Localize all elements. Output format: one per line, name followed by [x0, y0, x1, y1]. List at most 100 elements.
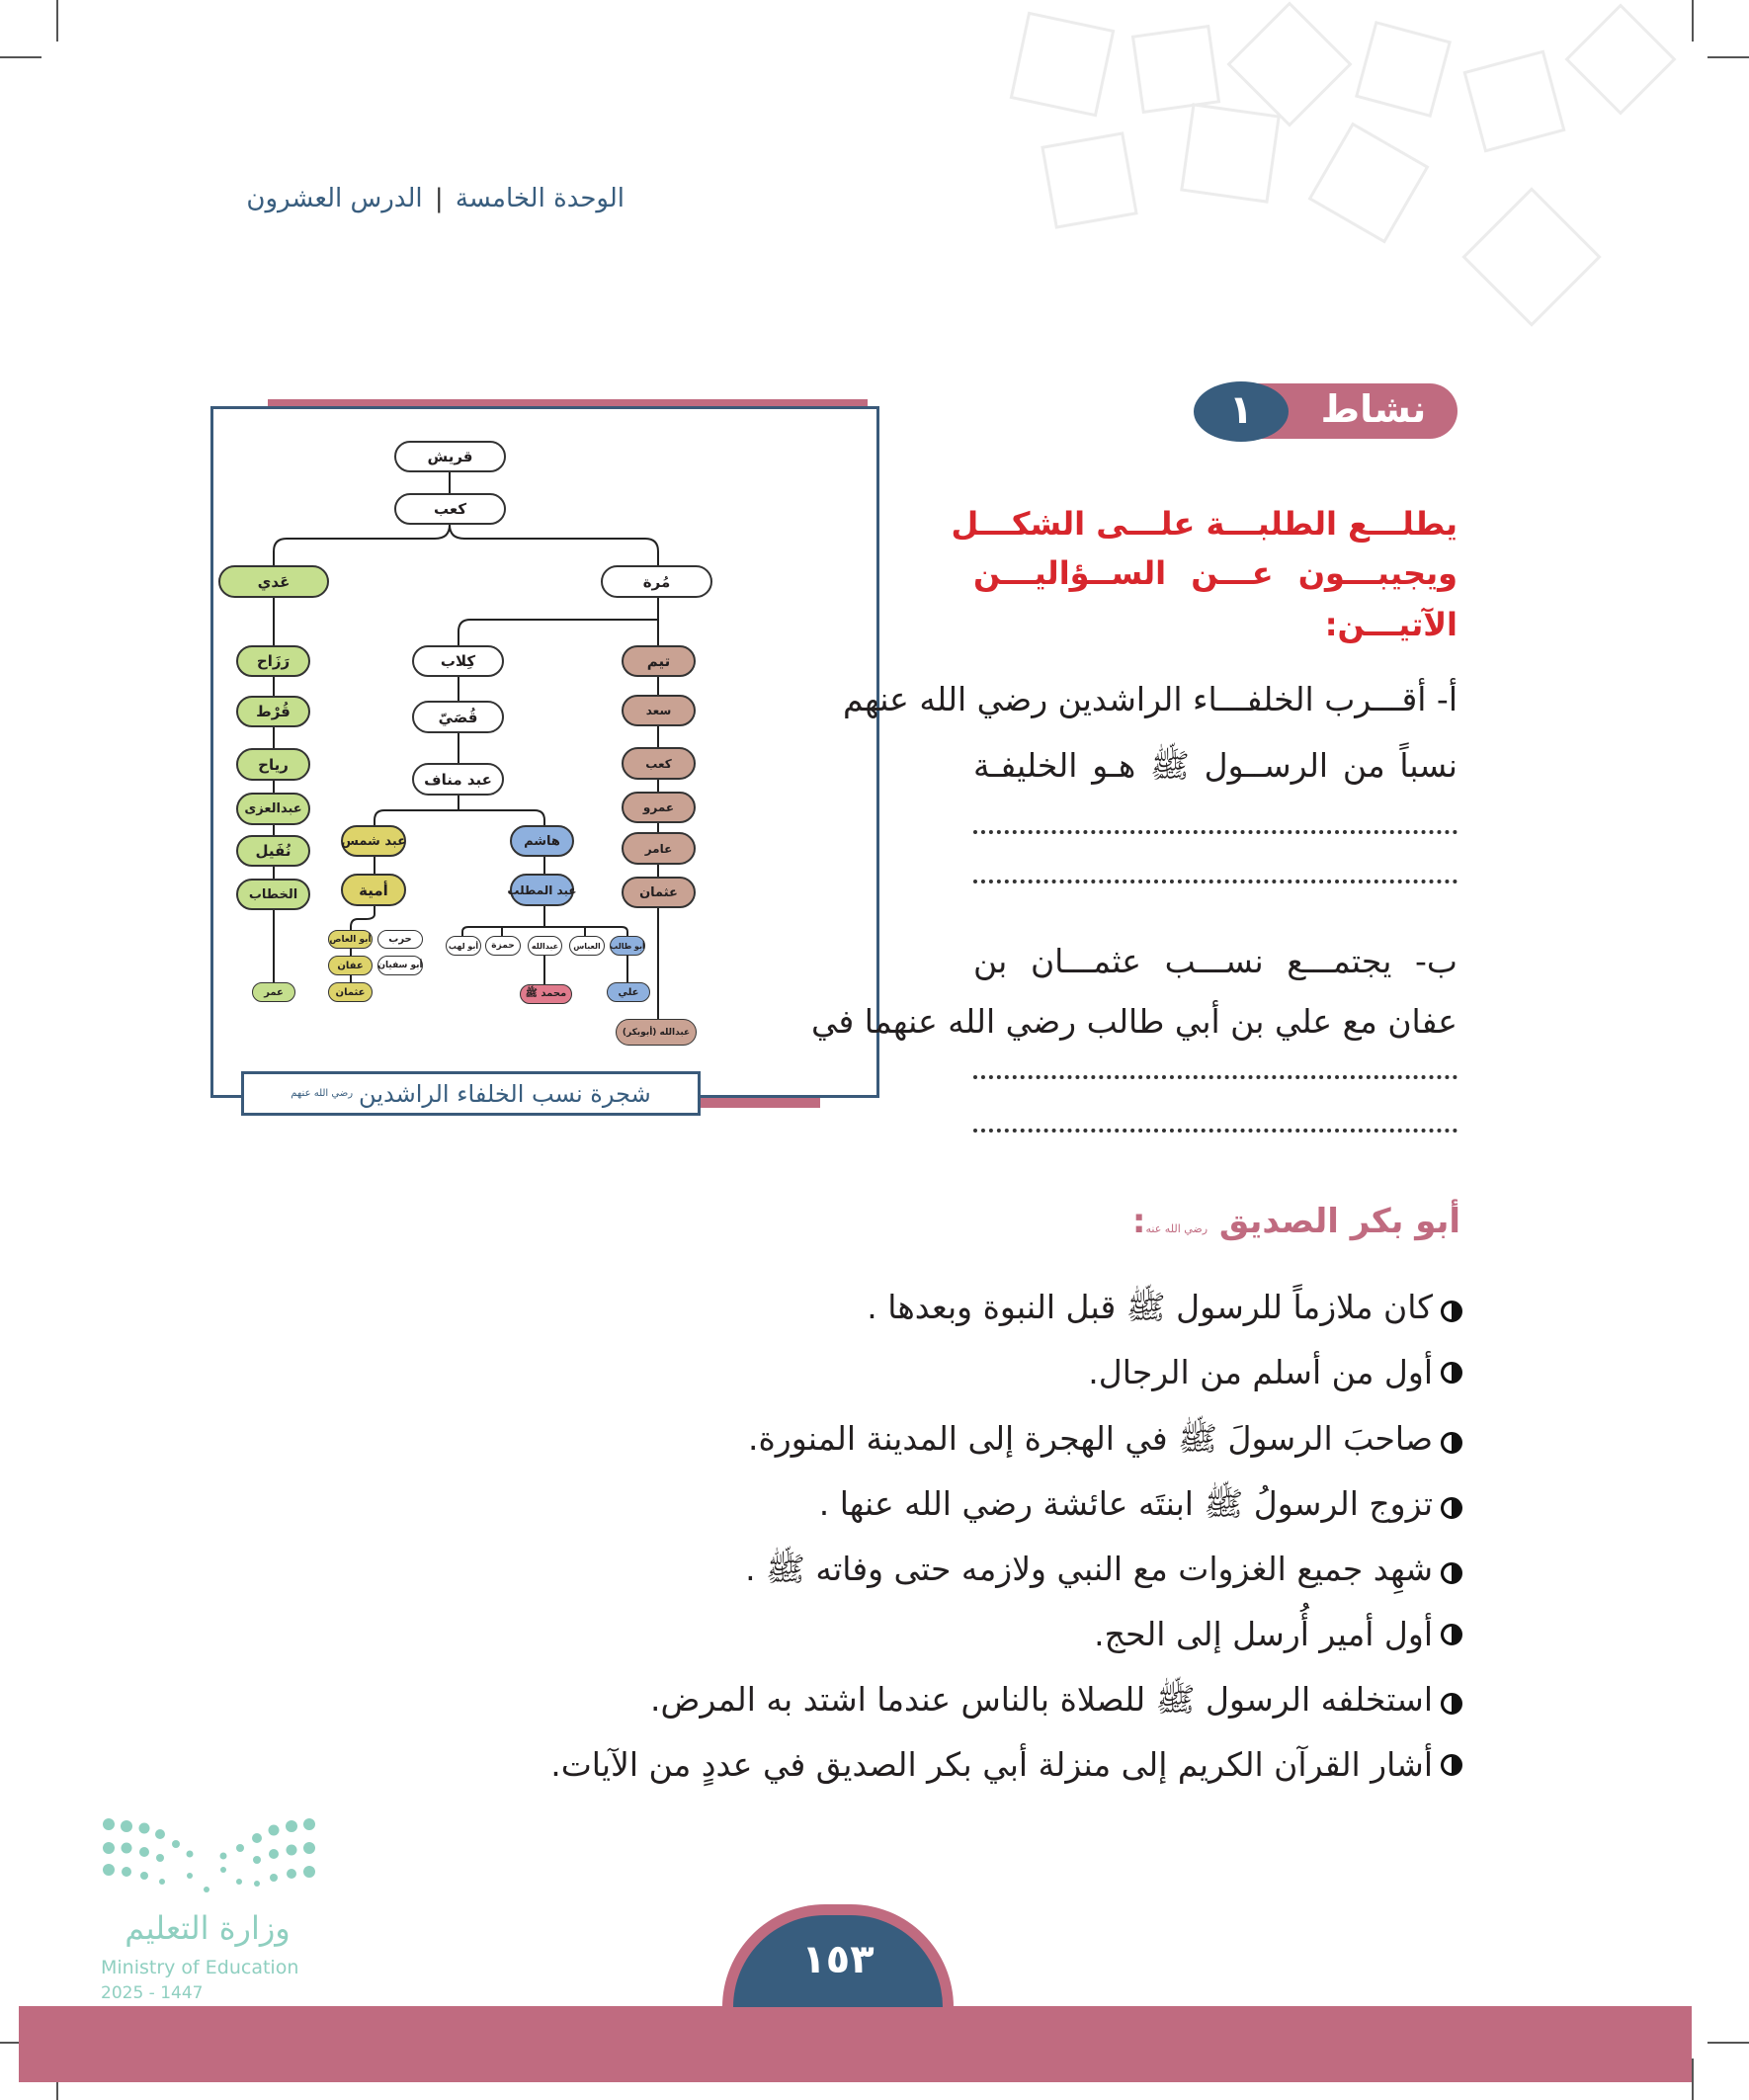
tree-node-uthman-taym: عثمان	[622, 877, 696, 908]
connector	[461, 857, 628, 936]
answer-line[interactable]	[973, 1125, 1458, 1133]
crop-mark	[1692, 2058, 1694, 2100]
question-a-line: أ- أقـــرب الخلفـــاء الراشدين رضي الله …	[843, 680, 1458, 718]
list-item-text: كان ملازماً للرسول ﷺ قبل النبوة وبعدها .	[867, 1288, 1433, 1326]
header-separator: |	[434, 184, 444, 213]
tree-node-hamza: حمزة	[485, 936, 521, 956]
answer-line[interactable]	[973, 1071, 1458, 1079]
page-number: ١٥٣	[801, 1937, 874, 1982]
footer-band	[19, 2006, 1692, 2082]
connector	[374, 796, 545, 825]
list-item: شهِد جميع الغزوات مع النبي ولازمه حتى وف…	[745, 1550, 1462, 1597]
list-item-text: شهِد جميع الغزوات مع النبي ولازمه حتى وف…	[745, 1550, 1433, 1588]
tree-node-kaab: كعب	[394, 493, 506, 525]
tree-node-nufayl: نُفَيل	[236, 835, 310, 867]
connector	[449, 524, 659, 565]
tree-node-kaab-taym: كعب	[622, 747, 696, 780]
connector	[350, 857, 375, 988]
bullet-icon	[1441, 1361, 1462, 1384]
crop-mark	[1707, 56, 1749, 58]
tree-node-abdul-uzza: عبدالعزى	[236, 793, 310, 825]
abu-bakr-heading: أبو بكر الصديق رضي الله عنه:	[1132, 1202, 1460, 1241]
tree-node-abd-shams: عبد شمس	[341, 825, 406, 857]
tree-node-abu-talib: أبو طالب	[610, 936, 645, 956]
figure-accent-bar-bottom	[692, 1097, 820, 1108]
tree-node-abdullah: عبدالله	[528, 936, 562, 956]
tree-node-abbas: العباس	[569, 936, 605, 956]
ministry-name-en: Ministry of Education	[101, 1957, 299, 1978]
bullet-icon	[1441, 1562, 1462, 1584]
list-item-text: تزوج الرسولُ ﷺ ابنتَه عائشة رضي الله عنه…	[818, 1484, 1433, 1523]
bullet-icon	[1441, 1693, 1462, 1715]
edition-year: 2025 - 1447	[101, 1983, 204, 2003]
tree-node-saad: سعد	[622, 695, 696, 726]
instruction-line: يطلـــع الطلبـــة علـــى الشكـــل	[951, 505, 1458, 543]
honorific-icon: رضي الله عنهم	[291, 1088, 354, 1099]
question-a-line: نسباً من الرســول ﷺ هـو الخليفـة	[973, 746, 1458, 785]
tree-node-qusay: قُصَيّ	[412, 701, 504, 733]
tree-node-qurt: قُرْط	[236, 696, 310, 727]
tree-node-abdul-muttalib: عبد المطلب	[507, 874, 577, 906]
tree-node-abu-bakr: عبدالله (أبوبكر)	[616, 1019, 697, 1046]
figure-caption: شجرة نسب الخلفاء الراشدين رضي الله عنهم	[241, 1071, 701, 1116]
tree-node-amir: عامر	[622, 832, 696, 865]
running-header: الوحدة الخامسة | الدرس العشرون	[198, 184, 625, 213]
tree-node-affan: عفان	[328, 956, 373, 975]
connector	[543, 956, 628, 984]
instruction-line: الآتيـــن:	[1324, 606, 1458, 643]
instruction-line: ويجيبـــون عـــن الســؤاليـــن	[973, 554, 1458, 592]
honorific-icon: رضي الله عنه	[1145, 1222, 1208, 1235]
tree-node-umar: عمر	[252, 982, 295, 1002]
tree-node-taym: تيم	[622, 645, 696, 677]
activity-badge-label-bg	[1255, 383, 1458, 439]
list-item-text: صاحبَ الرسولَ ﷺ في الهجرة إلى المدينة ال…	[748, 1419, 1433, 1458]
activity-badge-number: ١	[1228, 387, 1254, 433]
list-item-text: أشار القرآن الكريم إلى منزلة أبي بكر الص…	[550, 1745, 1433, 1784]
question-b-line: عفان مع علي بن أبي طالب رضي الله عنهما ف…	[811, 1002, 1458, 1041]
list-item: أول أمير أُرسل إلى الحج.	[1094, 1615, 1462, 1653]
tree-node-quraysh: قريش	[394, 441, 506, 472]
tree-node-uthman-umayyad: عثمان	[328, 982, 373, 1002]
bullet-icon	[1441, 1497, 1462, 1519]
list-item: أشار القرآن الكريم إلى منزلة أبي بكر الص…	[550, 1745, 1462, 1784]
activity-badge-number-bg	[1194, 381, 1289, 442]
list-item: أول من أسلم من الرجال.	[1088, 1353, 1462, 1391]
list-item-text: أول من أسلم من الرجال.	[1088, 1353, 1433, 1391]
tree-node-abu-lahab: أبو لهب	[446, 936, 481, 956]
tree-node-abu-sufyan: أبو سفيان	[377, 956, 423, 975]
answer-line[interactable]	[973, 876, 1458, 883]
tree-node-murra: مُرة	[601, 565, 712, 598]
lesson-title: الدرس العشرون	[246, 184, 423, 213]
tree-node-harb: حرب	[377, 930, 423, 949]
tree-node-khattab: الخطاب	[236, 879, 310, 910]
tree-node-riyah: رياح	[236, 748, 310, 781]
list-item: صاحبَ الرسولَ ﷺ في الهجرة إلى المدينة ال…	[748, 1419, 1462, 1467]
list-item-text: استخلفه الرسول ﷺ للصلاة بالناس عندما اشت…	[649, 1680, 1433, 1719]
list-item: استخلفه الرسول ﷺ للصلاة بالناس عندما اشت…	[650, 1680, 1462, 1727]
ministry-logo-icon	[103, 1818, 315, 1892]
list-item: تزوج الرسولُ ﷺ ابنتَه عائشة رضي الله عنه…	[819, 1484, 1462, 1532]
tree-node-muhammad: محمد ﷺ	[520, 984, 572, 1004]
unit-title: الوحدة الخامسة	[455, 184, 625, 213]
connector	[273, 524, 451, 565]
answer-line[interactable]	[973, 826, 1458, 834]
tree-node-hashim: هاشم	[510, 825, 574, 857]
heading-text: أبو بكر الصديق	[1218, 1202, 1460, 1241]
bullet-icon	[1441, 1301, 1462, 1322]
activity-badge-label: نشاط	[1320, 387, 1427, 431]
bullet-icon	[1441, 1753, 1462, 1776]
caption-text: شجرة نسب الخلفاء الراشدين	[359, 1079, 651, 1108]
crop-mark	[56, 0, 58, 42]
tree-node-amr: عمرو	[622, 792, 696, 823]
list-item-text: أول أمير أُرسل إلى الحج.	[1094, 1615, 1433, 1653]
crop-mark	[1707, 2042, 1749, 2044]
question-b-line: ب- يجتمـــع نســـب عثمـــان بن	[973, 942, 1458, 980]
tree-node-abd-manaf: عبد مناف	[412, 763, 504, 796]
ministry-name-ar: وزارة التعليم	[125, 1909, 291, 1947]
tree-node-abul-as: أبو العاص	[328, 930, 373, 949]
crop-mark	[0, 56, 42, 58]
bullet-icon	[1441, 1623, 1462, 1645]
tree-node-kilab: كِلاب	[412, 645, 504, 677]
list-item: كان ملازماً للرسول ﷺ قبل النبوة وبعدها .	[867, 1288, 1462, 1335]
crop-mark	[1692, 0, 1694, 42]
